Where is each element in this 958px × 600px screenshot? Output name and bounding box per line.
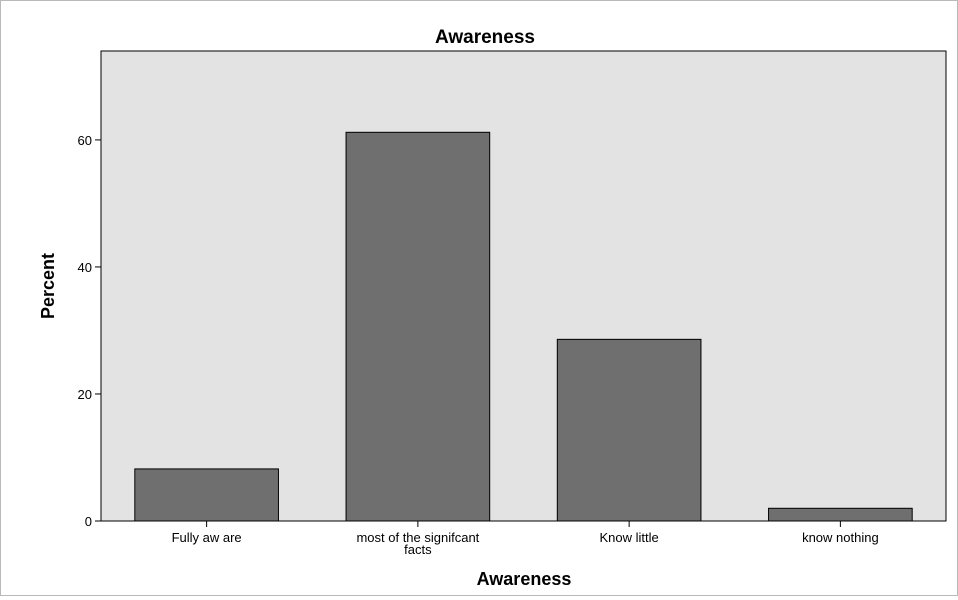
plot-area <box>100 50 947 522</box>
y-axis-label: Percent <box>38 253 58 319</box>
bar-1 <box>134 468 279 522</box>
chart-title: Awareness <box>435 27 535 48</box>
x-tick-label-3: Know little <box>600 530 659 545</box>
y-axis: 0 20 40 60 <box>78 51 102 529</box>
x-axis: Fully aw are most of the signifcant facts K… <box>101 520 946 557</box>
x-tick-label-4: know nothing <box>802 530 879 545</box>
y-tick-label-0: 0 <box>85 514 92 529</box>
bar-4 <box>768 507 913 522</box>
bars-group <box>134 131 913 522</box>
x-tick-label-2: most of the signifcant facts <box>356 530 479 557</box>
x-tick-label-1: Fully aw are <box>172 530 242 545</box>
x-axis-label: Awareness <box>477 569 572 589</box>
y-tick-label-2: 40 <box>78 260 92 275</box>
bar-2 <box>345 131 491 522</box>
y-tick-label-3: 60 <box>78 133 92 148</box>
y-tick-label-1: 20 <box>78 387 92 402</box>
bar-3 <box>556 338 702 522</box>
